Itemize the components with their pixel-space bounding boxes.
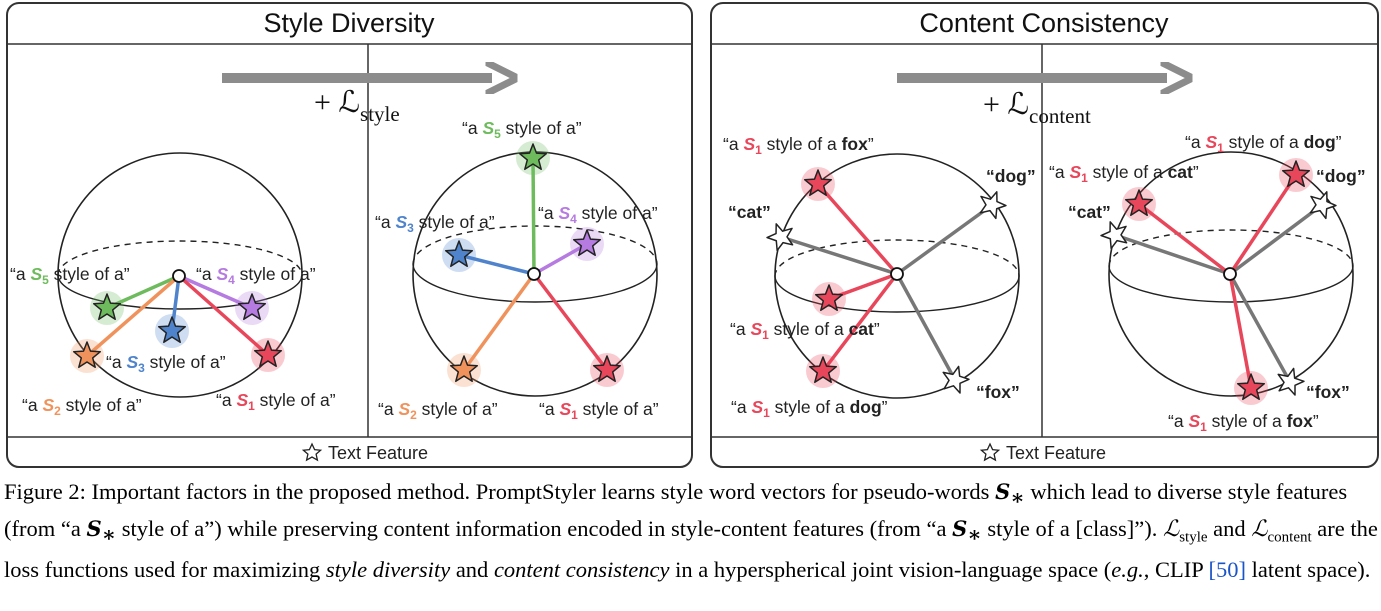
- style-dog-after-star-icon: [1281, 160, 1311, 188]
- style-s1-before-star-icon: [253, 340, 283, 368]
- style-diversity-panel: Style Diversity + ℒstyle “a S5 style of …: [6, 2, 693, 468]
- content-cat-before-line: [780, 235, 898, 276]
- content-fox-after-line: [1228, 273, 1292, 383]
- style-fox-after-line: [1228, 273, 1253, 389]
- svg-text:Text Feature: Text Feature: [328, 443, 428, 463]
- style-s2-after-line: [462, 272, 536, 372]
- style-s4-after-star-icon: [572, 229, 602, 257]
- style-dog-before-line: [821, 272, 899, 373]
- style-s2-before-line: [85, 274, 181, 358]
- center-dot-after-style: [527, 267, 541, 281]
- label-s2-after: “a S2 style of a”: [378, 399, 498, 422]
- style-s3-before-star-icon: [157, 316, 187, 344]
- style-s3-after-line: [458, 253, 535, 276]
- center-dot-after-content: [1223, 267, 1237, 281]
- star-icon: [979, 442, 1001, 462]
- style-dog-before-star-icon: [808, 356, 838, 384]
- center-dot-before-style: [172, 269, 186, 283]
- style-diversity-title: Style Diversity: [263, 8, 435, 38]
- style-s1-after-star-icon: [592, 355, 622, 383]
- label-fox-after: “fox”: [1306, 382, 1350, 402]
- content-dog-after-line: [1228, 203, 1324, 276]
- style-s1-before-line: [177, 274, 270, 357]
- label-s4-after: “a S4 style of a”: [538, 203, 658, 226]
- svg-text:Text Feature: Text Feature: [1006, 443, 1106, 463]
- content-consistency-panel: Content Consistency + ℒcontent “a S1 sty…: [710, 2, 1379, 468]
- label-cat-style-after: “a S1 style of a cat”: [1049, 162, 1199, 185]
- label-fox-style-after: “a S1 style of a fox”: [1168, 411, 1319, 434]
- label-cat-style-before: “a S1 style of a cat”: [730, 319, 880, 342]
- style-s5-after-line: [531, 157, 536, 275]
- style-s5-before-star-icon: [92, 293, 122, 321]
- content-dog-before-line: [895, 203, 994, 276]
- label-dog-style-after: “a S1 style of a dog”: [1185, 132, 1342, 155]
- legend-text-feature-left: Text Feature: [301, 442, 428, 463]
- style-fox-before-line: [816, 182, 899, 276]
- label-s1-after: “a S1 style of a”: [539, 399, 659, 422]
- style-cat-after-star-icon: [1124, 189, 1154, 217]
- content-cat-before-star-icon: [766, 223, 794, 252]
- sphere-after-content: [1108, 151, 1354, 397]
- legend-text-feature-right: Text Feature: [979, 442, 1106, 463]
- sphere-before-style: [57, 152, 303, 398]
- style-cat-after-line: [1137, 202, 1232, 276]
- style-cat-before-star-icon: [814, 284, 844, 312]
- style-s4-before-star-icon: [237, 293, 267, 321]
- content-cat-after-star-icon: [1100, 221, 1128, 250]
- label-s5-before: “a S5 style of a”: [10, 264, 130, 287]
- style-s5-after-star-icon: [518, 143, 548, 171]
- figure-caption: Figure 2: Important factors in the propo…: [4, 479, 1378, 582]
- style-s4-before-line: [178, 274, 253, 310]
- style-fox-before-star-icon: [803, 169, 833, 197]
- style-dog-after-line: [1228, 174, 1298, 275]
- label-fox-style-before: “a S1 style of a fox”: [723, 134, 874, 157]
- label-dog-after: “dog”: [1316, 166, 1366, 186]
- content-fox-after-star-icon: [1277, 367, 1305, 396]
- center-dot-before-content: [890, 267, 904, 281]
- style-s5-before-line: [106, 274, 180, 310]
- label-s3-after: “a S3 style of a”: [375, 212, 495, 235]
- content-dog-before-star-icon: [979, 191, 1007, 220]
- label-fox-before: “fox”: [976, 382, 1020, 402]
- label-s2-before: “a S2 style of a”: [22, 395, 142, 418]
- sphere-before-content: [774, 153, 1020, 399]
- label-s1-before: “a S1 style of a”: [216, 390, 336, 413]
- content-dog-after-star-icon: [1309, 191, 1337, 220]
- content-consistency-title: Content Consistency: [919, 8, 1169, 38]
- style-s1-after-line: [532, 272, 609, 372]
- label-dog-before: “dog”: [986, 166, 1036, 186]
- label-s5-after: “a S5 style of a”: [462, 118, 582, 141]
- style-s3-after-star-icon: [444, 240, 474, 268]
- label-s3-before: “a S3 style of a”: [106, 352, 226, 375]
- label-cat-after: “cat”: [1068, 202, 1111, 222]
- style-s2-before-star-icon: [72, 341, 102, 369]
- style-s2-after-star-icon: [449, 355, 479, 383]
- style-loss-label: + ℒstyle: [314, 86, 400, 126]
- content-fox-before-line: [895, 273, 957, 381]
- label-s4-before: “a S4 style of a”: [196, 264, 316, 287]
- content-fox-before-star-icon: [942, 365, 970, 394]
- style-fox-after-star-icon: [1236, 373, 1266, 401]
- content-cat-after-line: [1114, 233, 1231, 276]
- star-icon: [301, 442, 323, 462]
- content-loss-label: + ℒcontent: [983, 88, 1091, 128]
- label-cat-before: “cat”: [728, 202, 771, 222]
- style-s4-after-line: [533, 242, 588, 276]
- figure-2: Style Diversity + ℒstyle “a S5 style of …: [6, 2, 1379, 468]
- label-dog-style-before: “a S1 style of a dog”: [731, 397, 888, 420]
